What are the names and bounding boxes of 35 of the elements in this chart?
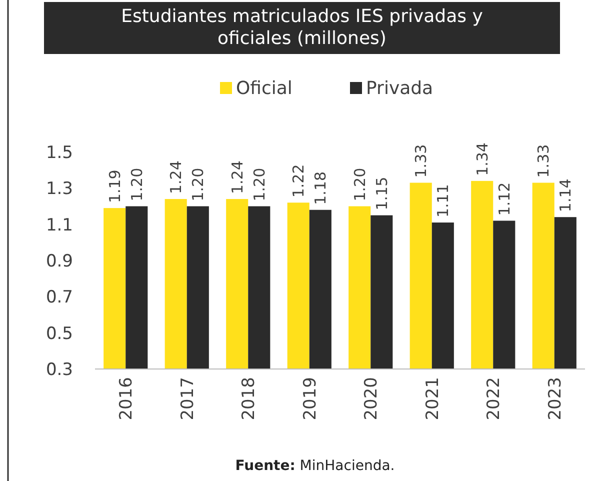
x-tick-label: 2020	[362, 377, 382, 420]
data-label: 1.12	[495, 182, 514, 216]
y-tick-label: 1.3	[46, 179, 73, 200]
data-label: 1.22	[290, 164, 308, 198]
data-label: 1.34	[473, 142, 492, 176]
data-label: 1.20	[350, 168, 369, 202]
y-tick-label: 0.5	[46, 324, 73, 344]
data-label: 1.11	[434, 184, 452, 218]
data-label: 1.14	[556, 178, 575, 212]
data-label: 1.33	[412, 144, 430, 178]
y-tick-label: 1.5	[46, 142, 73, 163]
source-note: Fuente: MinHacienda.	[235, 458, 395, 474]
y-tick-label: 0.9	[46, 251, 73, 272]
data-label: 1.20	[250, 168, 268, 202]
x-tick-label: 2023	[545, 377, 566, 420]
data-label: 1.20	[128, 168, 146, 202]
legend-label: Privada	[366, 78, 434, 99]
data-label: 1.18	[312, 171, 330, 205]
x-tick-label: 2017	[178, 377, 198, 420]
data-label: 1.24	[167, 160, 186, 194]
x-tick-label: 2021	[422, 377, 443, 420]
y-tick-label: 1.1	[46, 215, 73, 236]
x-tick-label: 2018	[239, 377, 260, 420]
x-tick-label: 2019	[300, 377, 320, 420]
data-label: 1.20	[189, 168, 208, 202]
chart-title: Estudiantes matriculados IES privadas y oficiales (millones)	[121, 6, 484, 49]
data-label: 1.33	[534, 144, 553, 178]
x-tick-label: 2022	[484, 377, 504, 420]
x-tick-label: 2016	[116, 377, 137, 420]
y-tick-label: 0.7	[46, 288, 73, 308]
data-label: 1.19	[106, 170, 124, 204]
data-label: 1.24	[228, 160, 246, 194]
y-tick-label: 0.3	[46, 360, 73, 380]
legend-label: Oficial	[236, 78, 292, 99]
data-label: 1.15	[372, 176, 391, 210]
